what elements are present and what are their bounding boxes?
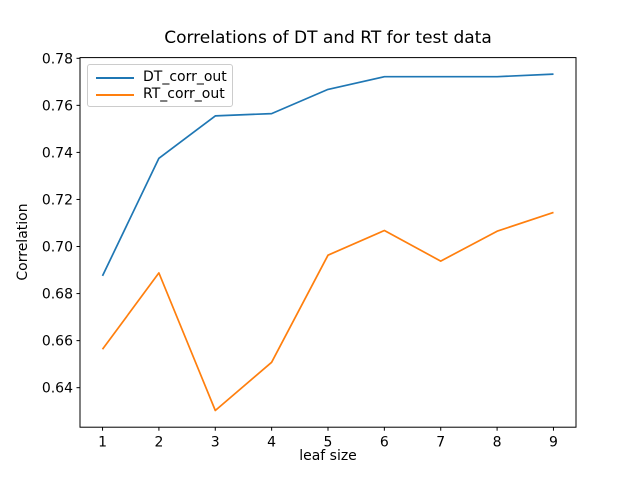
legend-label: DT_corr_out (143, 69, 227, 85)
x-tick-label: 8 (493, 435, 502, 451)
y-tick-label: 0.70 (42, 240, 73, 256)
y-tick-label: 0.64 (42, 381, 73, 397)
legend: DT_corr_out RT_corr_out (87, 64, 233, 107)
y-tick-label: 0.68 (42, 287, 73, 303)
axes-spines (79, 57, 577, 428)
legend-entry-RT_corr_out: RT_corr_out (96, 86, 225, 103)
x-tick-label: 4 (267, 435, 276, 451)
legend-line-sample (96, 93, 134, 96)
x-tick-label: 3 (211, 435, 220, 451)
y-axis-label: Correlation (15, 203, 31, 281)
x-tick-label: 6 (380, 435, 389, 451)
series-line-DT_corr_out (101, 73, 554, 277)
series-line-RT_corr_out (101, 211, 554, 412)
y-tick-label: 0.76 (42, 98, 73, 114)
chart-title: Correlations of DT and RT for test data (164, 28, 492, 48)
x-tick-label: 5 (324, 435, 333, 451)
legend-entry-DT_corr_out: DT_corr_out (96, 69, 227, 86)
x-tick-label: 1 (98, 435, 107, 451)
y-tick-label: 0.66 (42, 334, 73, 350)
y-tick-label: 0.74 (42, 145, 73, 161)
legend-line-sample (96, 76, 134, 79)
legend-label: RT_corr_out (143, 86, 225, 102)
y-tick-label: 0.72 (42, 192, 73, 208)
x-axis-label: leaf size (299, 448, 357, 464)
y-tick-label: 0.78 (42, 51, 73, 67)
x-tick-label: 9 (549, 435, 558, 451)
x-tick-label: 7 (436, 435, 445, 451)
x-tick-label: 2 (154, 435, 163, 451)
